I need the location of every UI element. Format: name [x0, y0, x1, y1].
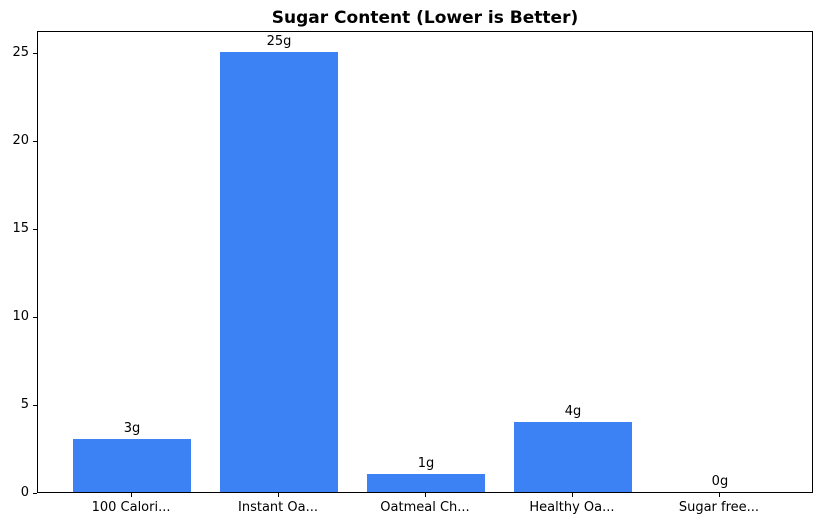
y-tick	[33, 405, 37, 406]
x-tick-label: Sugar free...	[678, 500, 760, 515]
bar	[73, 439, 191, 492]
bar-value-label: 1g	[417, 456, 435, 472]
y-tick-label: 20	[12, 133, 29, 148]
x-tick	[425, 493, 426, 497]
plot-area: 3g 25g 1g 4g 0g	[37, 31, 813, 493]
y-tick-label: 0	[20, 485, 29, 500]
x-tick	[278, 493, 280, 497]
y-tick	[33, 317, 37, 318]
y-tick	[33, 229, 37, 230]
y-tick	[33, 53, 37, 54]
y-tick	[33, 141, 37, 142]
x-tick-label: Oatmeal Ch...	[380, 500, 470, 515]
y-tick-label: 10	[12, 309, 29, 324]
bar	[367, 474, 485, 492]
bar	[220, 52, 338, 492]
y-tick	[33, 493, 37, 494]
bar	[514, 421, 632, 492]
y-tick-label: 5	[20, 397, 29, 412]
bar-value-label: 25g	[266, 34, 292, 49]
x-tick-label: Healthy Oa...	[529, 500, 615, 515]
x-tick	[718, 493, 720, 497]
bar-value-label: 0g	[711, 474, 729, 489]
x-tick-label: Instant Oa...	[238, 500, 318, 515]
x-tick	[571, 493, 573, 497]
y-tick-label: 15	[12, 221, 29, 236]
bar-value-label: 3g	[123, 421, 141, 437]
chart-title: Sugar Content (Lower is Better)	[271, 8, 579, 28]
y-tick-label: 25	[12, 45, 29, 60]
x-tick	[131, 493, 133, 497]
bar-value-label: 4g	[564, 403, 582, 419]
x-tick-label: 100 Calori...	[91, 500, 171, 515]
